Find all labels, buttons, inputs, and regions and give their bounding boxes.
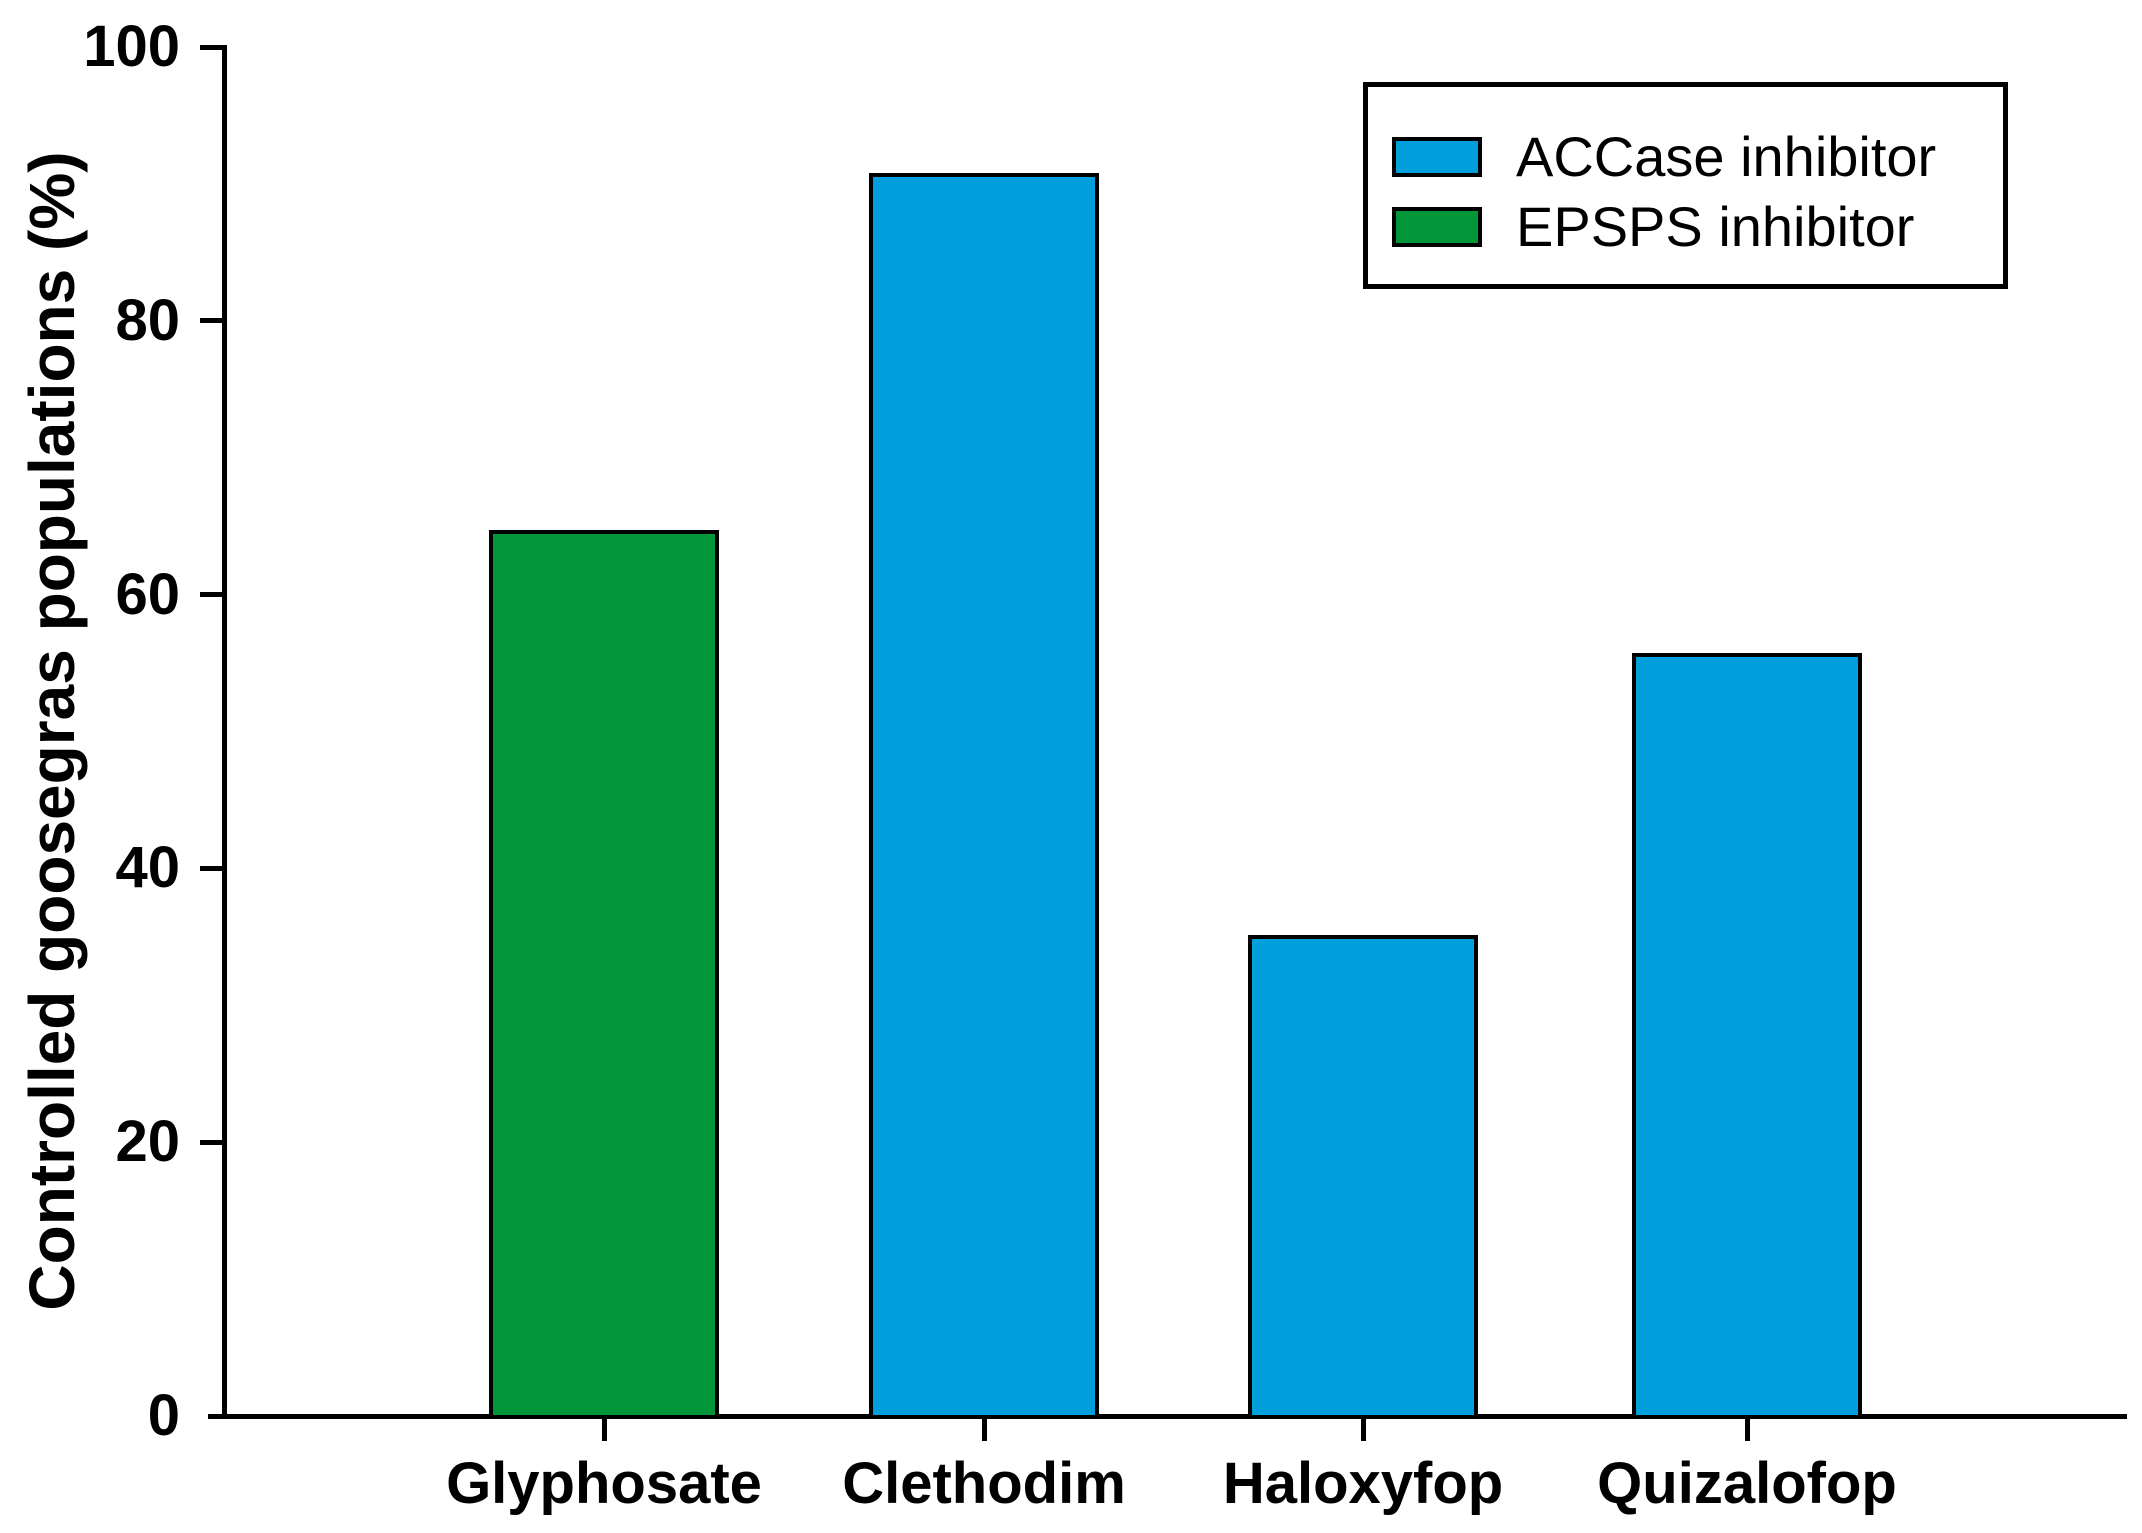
bar-clethodim	[869, 172, 1099, 1419]
x-axis-line	[208, 1414, 2127, 1419]
x-tick	[1744, 1419, 1750, 1441]
bar-quizalofop	[1632, 653, 1862, 1419]
legend: ACCase inhibitor EPSPS inhibitor	[1363, 82, 2008, 289]
y-tick-label: 0	[147, 1383, 180, 1448]
epsps-inhibitor-swatch	[1392, 207, 1482, 247]
x-category-label-quizalofop: Quizalofop	[1597, 1451, 1897, 1516]
x-category-label-glyphosate: Glyphosate	[446, 1451, 762, 1516]
x-category-label-haloxyfop: Haloxyfop	[1222, 1451, 1504, 1516]
bar-haloxyfop	[1248, 935, 1478, 1419]
y-tick	[200, 44, 222, 50]
x-tick	[601, 1419, 607, 1441]
y-tick-label: 60	[115, 561, 180, 627]
y-tick-label: 20	[115, 1109, 180, 1175]
y-tick-label: 100	[83, 14, 180, 79]
y-tick	[200, 592, 222, 598]
y-axis-line	[222, 45, 227, 1419]
y-tick-label: 40	[115, 835, 180, 901]
y-tick	[200, 865, 222, 871]
y-tick	[200, 1139, 222, 1145]
legend-item-accase: ACCase inhibitor	[1392, 129, 1936, 185]
bar-glyphosate	[489, 530, 719, 1419]
x-tick	[1360, 1419, 1366, 1441]
y-tick-label: 80	[115, 287, 180, 353]
x-category-label-clethodim: Clethodim	[842, 1451, 1126, 1516]
accase-inhibitor-swatch	[1392, 137, 1482, 177]
legend-item-epsps: EPSPS inhibitor	[1392, 199, 1914, 255]
x-tick	[981, 1419, 987, 1441]
legend-label-accase: ACCase inhibitor	[1516, 125, 1937, 188]
y-tick	[200, 318, 222, 324]
legend-label-epsps: EPSPS inhibitor	[1516, 195, 1915, 258]
